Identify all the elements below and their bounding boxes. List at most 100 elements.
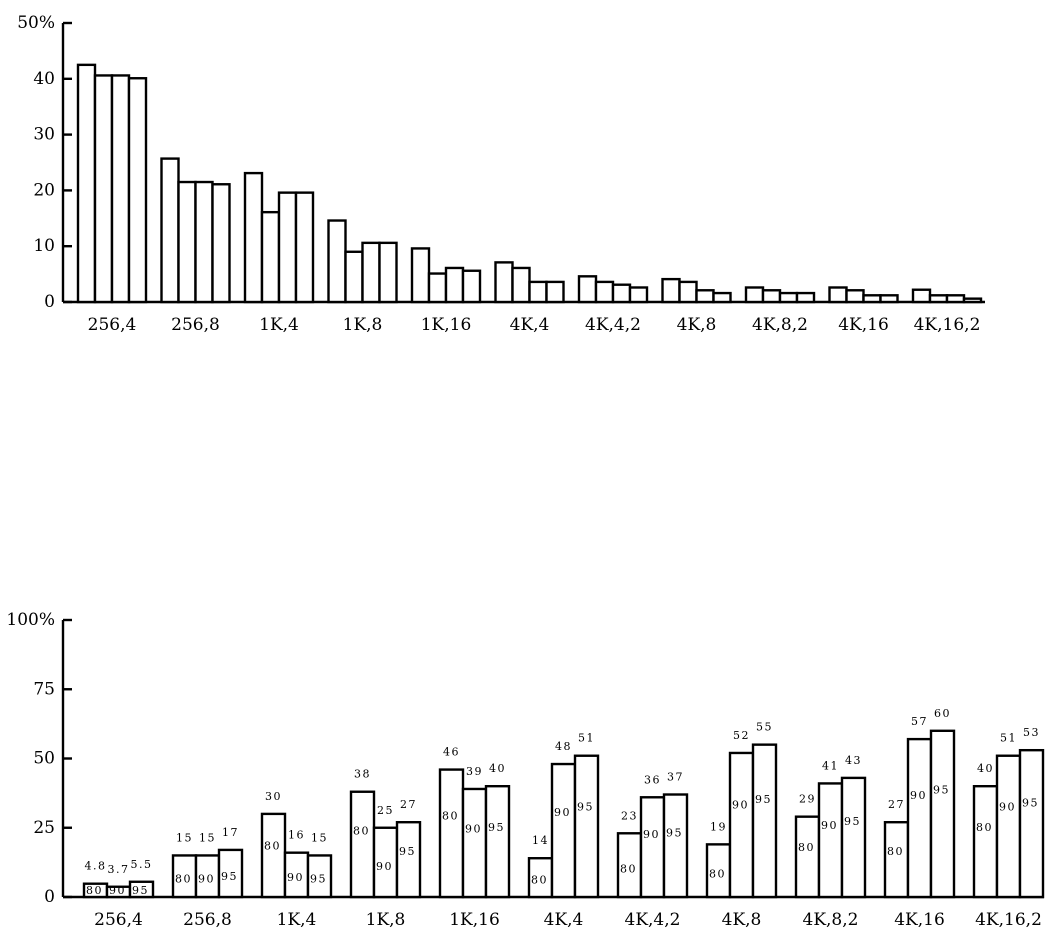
bar-inner-label: 95 <box>933 784 950 797</box>
bar-inner-label: 80 <box>264 839 281 852</box>
data-label: 48 <box>555 740 572 753</box>
category-label: 256,8 <box>183 910 232 930</box>
bar <box>306 854 333 899</box>
y-tick-label: 75 <box>33 679 55 699</box>
bar-inner-label: 95 <box>577 800 594 813</box>
bar-inner-label: 80 <box>709 867 726 880</box>
bar <box>845 289 865 304</box>
data-label: 19 <box>710 820 727 833</box>
bar-inner-label: 95 <box>221 870 238 883</box>
bar <box>494 261 514 304</box>
bar <box>661 277 681 304</box>
data-label: 55 <box>756 721 773 734</box>
bar <box>260 812 287 899</box>
bar-inner-label: 90 <box>465 823 482 836</box>
bar <box>243 171 264 304</box>
category-label: 4K,8,2 <box>752 315 808 335</box>
data-label: 14 <box>532 834 549 847</box>
bar <box>817 782 844 899</box>
bar <box>962 297 983 304</box>
bar <box>444 266 465 304</box>
y-tick-label: 10 <box>33 236 55 256</box>
data-label: 37 <box>667 771 684 784</box>
bar <box>695 289 715 304</box>
bar <box>577 275 598 304</box>
bar <box>1018 748 1045 899</box>
data-label: 36 <box>644 773 661 786</box>
category-label: 1K,4 <box>259 315 299 335</box>
bar-inner-label: 90 <box>554 806 571 819</box>
bar <box>972 785 999 899</box>
bar <box>438 768 465 899</box>
bar <box>795 291 816 304</box>
bar-inner-label: 90 <box>643 828 660 841</box>
bar-inner-label: 80 <box>175 872 192 885</box>
y-tick-label: 0 <box>44 292 55 312</box>
bar <box>929 729 956 899</box>
bar <box>778 291 799 304</box>
data-label: 30 <box>265 790 282 803</box>
bar <box>828 286 848 304</box>
data-label: 51 <box>1000 732 1017 745</box>
data-label: 43 <box>845 754 862 767</box>
bar <box>395 821 422 899</box>
bar <box>751 743 778 899</box>
data-label: 53 <box>1023 726 1040 739</box>
category-label: 1K,4 <box>277 910 317 930</box>
data-label: 16 <box>288 829 305 842</box>
category-label: 1K,8 <box>343 315 383 335</box>
bar-inner-label: 95 <box>132 884 149 897</box>
bar-inner-label: 90 <box>732 798 749 811</box>
bar <box>945 294 966 304</box>
data-label: 27 <box>400 798 417 811</box>
bar-inner-label: 95 <box>755 793 772 806</box>
bar <box>93 74 114 304</box>
bar <box>761 289 782 304</box>
category-label: 4K,16,2 <box>914 315 981 335</box>
bar <box>744 286 765 304</box>
category-label: 256,4 <box>94 910 143 930</box>
bar <box>427 272 448 304</box>
bar-inner-label: 95 <box>488 821 505 834</box>
bar <box>728 751 755 899</box>
bar <box>911 288 932 304</box>
bar <box>528 280 548 304</box>
data-label: 15 <box>311 831 328 844</box>
bar-inner-label: 95 <box>399 845 416 858</box>
bar <box>110 74 131 304</box>
bar-inner-label: 80 <box>887 845 904 858</box>
bar-inner-label: 80 <box>976 821 993 834</box>
bar-inner-label: 90 <box>999 800 1016 813</box>
bar <box>794 815 821 899</box>
y-tick-label: 50 <box>33 749 55 769</box>
bar-inner-label: 95 <box>666 826 683 839</box>
bar <box>573 754 600 899</box>
bar-inner-label: 80 <box>442 810 459 823</box>
data-label: 57 <box>911 715 928 728</box>
category-label: 4K,4 <box>544 910 584 930</box>
bar <box>906 737 933 899</box>
y-tick-label: 20 <box>33 180 55 200</box>
data-label: 52 <box>733 729 750 742</box>
data-label: 15 <box>176 831 193 844</box>
category-label: 256,8 <box>171 315 220 335</box>
bar <box>712 291 732 304</box>
bar <box>217 848 244 899</box>
bar <box>260 210 281 304</box>
bar <box>639 796 666 899</box>
bar <box>928 294 949 304</box>
bar <box>349 790 376 899</box>
data-label: 17 <box>222 826 239 839</box>
bar <box>194 180 214 304</box>
bar <box>862 294 882 304</box>
data-label: 15 <box>199 831 216 844</box>
bar <box>611 283 632 304</box>
bar-inner-label: 95 <box>844 815 861 828</box>
category-label: 4K,8,2 <box>803 910 859 930</box>
data-label: 25 <box>377 804 394 817</box>
category-label: 4K,8 <box>677 315 717 335</box>
bar <box>484 785 511 899</box>
bar <box>511 266 531 304</box>
y-tick-label: 25 <box>33 818 55 838</box>
bar <box>461 269 482 304</box>
